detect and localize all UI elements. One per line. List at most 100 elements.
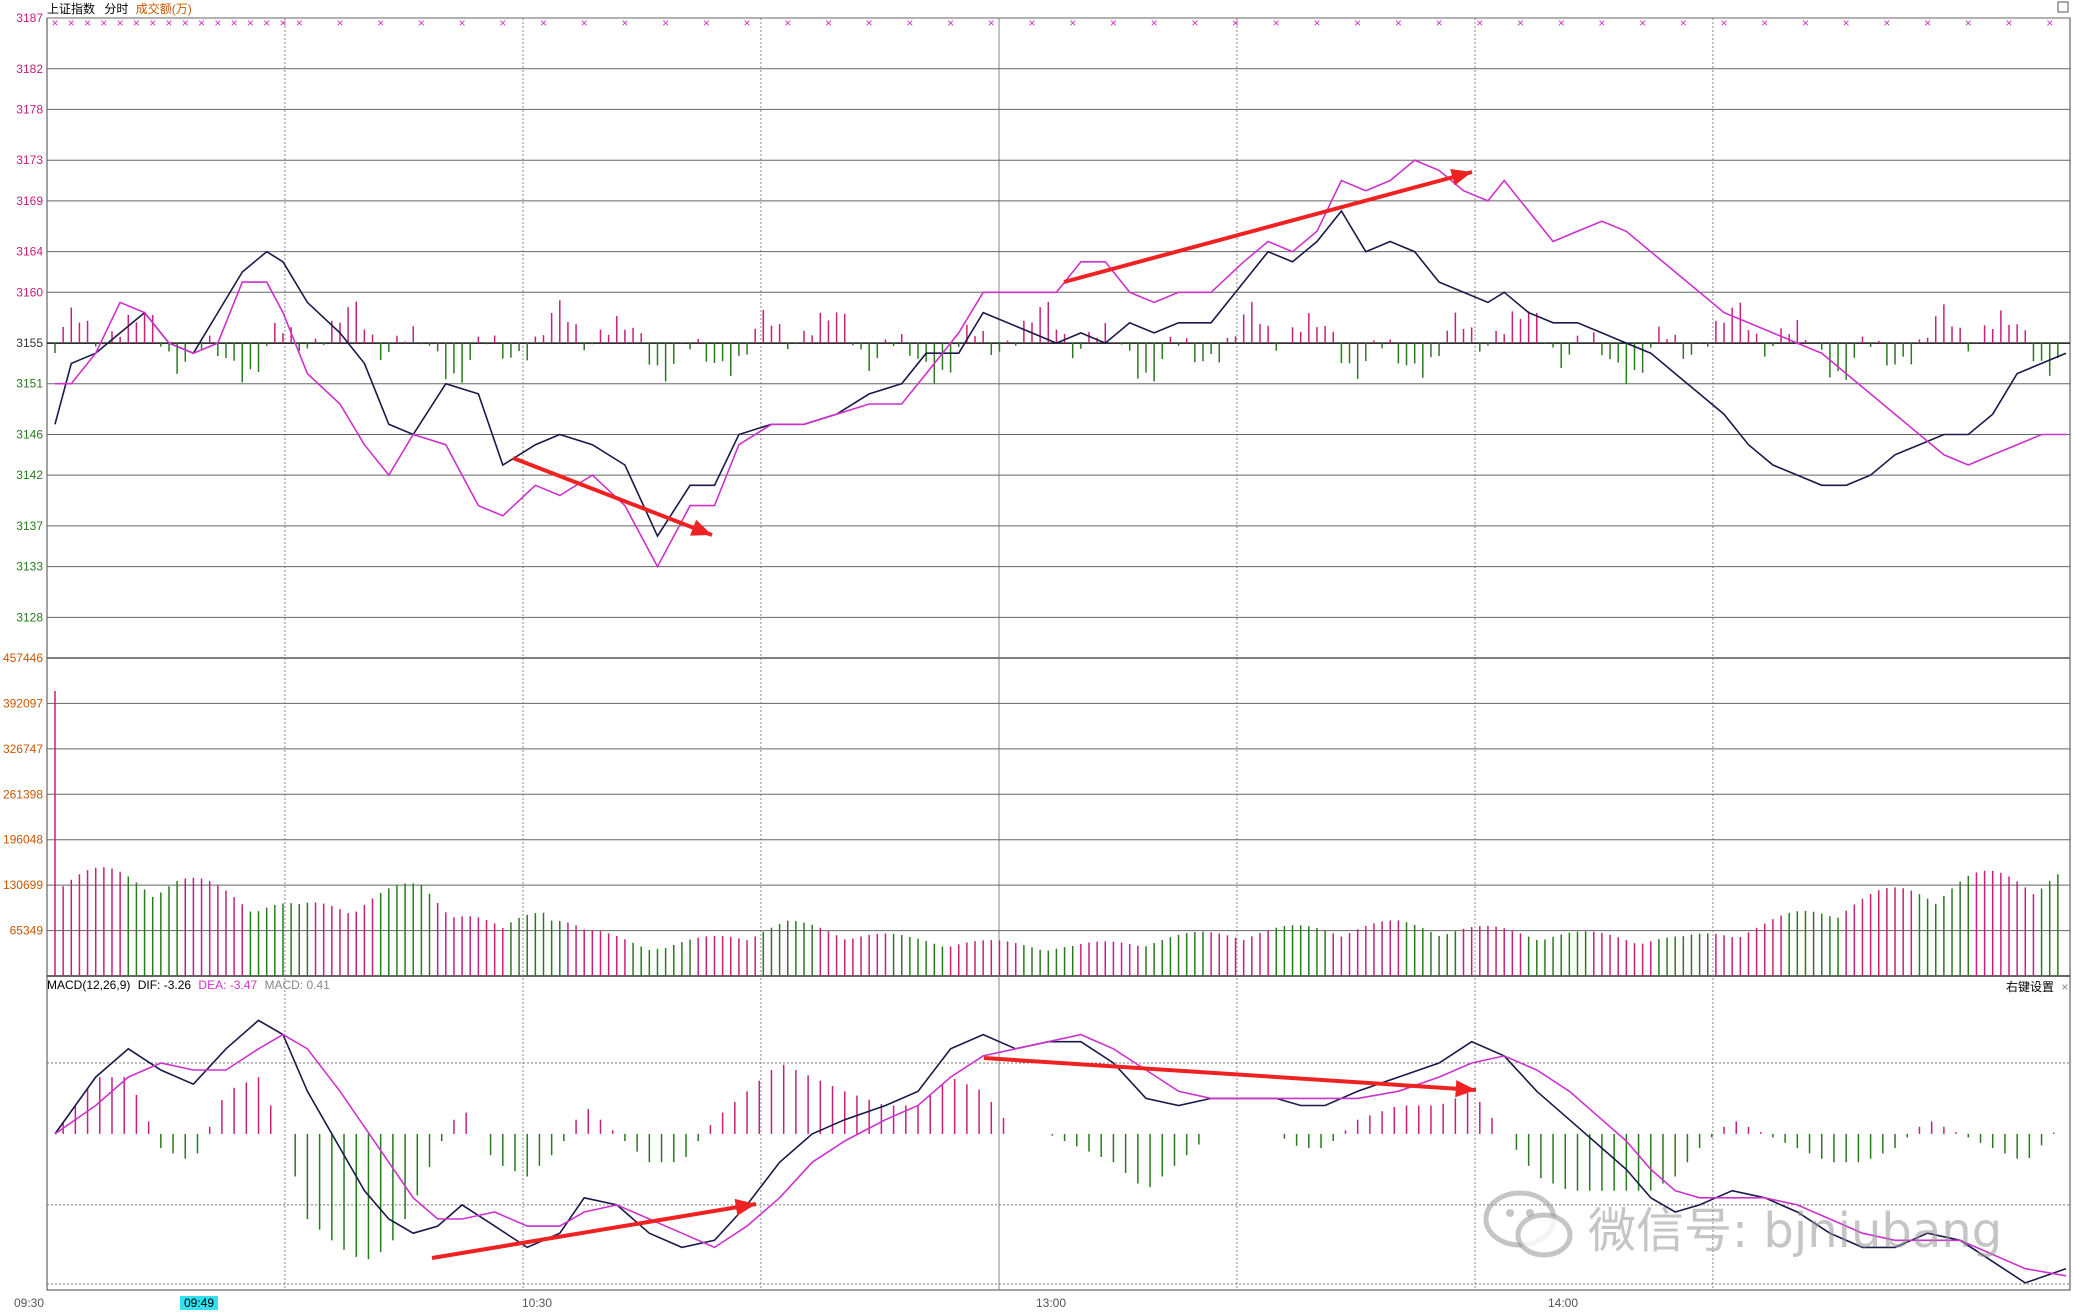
volume-tick-label: 392097 [3,696,43,710]
session-marker: × [68,16,75,30]
time-label-1300: 13:00 [1036,1296,1067,1310]
session-marker: × [866,16,873,30]
session-marker: × [336,16,343,30]
close-icon[interactable]: × [2061,980,2069,994]
session-marker: × [1680,16,1687,30]
wechat-logo-icon [1483,1190,1573,1258]
session-marker: × [1802,16,1809,30]
trend-arrow-down [512,456,713,537]
session-marker: × [296,16,303,30]
chart-frame [46,17,2071,1291]
price-tick-label: 3164 [16,245,43,259]
session-marker: × [540,16,547,30]
session-marker: × [1028,16,1035,30]
session-marker: × [263,16,270,30]
session-marker: × [1639,16,1646,30]
price-line [54,209,2067,538]
session-marker: × [1883,16,1890,30]
volume-tick-label: 326747 [3,742,43,756]
chart-header: 上证指数 分时 成交额(万) [47,0,192,17]
volume-tick-label: 130699 [3,878,43,892]
session-marker: × [988,16,995,30]
session-marker: × [117,16,124,30]
session-marker: × [744,16,751,30]
session-marker: × [1924,16,1931,30]
volume-tick-label: 65349 [10,924,44,938]
session-marker: × [214,16,221,30]
session-marker: × [703,16,710,30]
session-marker: × [418,16,425,30]
session-marker: × [1354,16,1361,30]
session-marker: × [825,16,832,30]
macd-dif: DIF: -3.26 [137,978,192,992]
index-name: 上证指数 [47,2,96,16]
trend-arrow-up [1063,170,1473,284]
session-marker: × [621,16,628,30]
price-tick-label: 3133 [16,560,43,574]
session-marker: × [1273,16,1280,30]
session-marker: × [182,16,189,30]
session-marker: × [1191,16,1198,30]
session-marker: × [1721,16,1728,30]
macd-dea: DEA: -3.47 [198,978,258,992]
session-marker: × [2046,16,2053,30]
right-click-setting[interactable]: 右键设置 [2006,980,2055,994]
volume-tick-label: 261398 [3,787,43,801]
macd-name: MACD(12,26,9) [47,978,131,992]
time-label-1400: 14:00 [1548,1296,1579,1310]
session-marker: × [1476,16,1483,30]
session-marker: × [100,16,107,30]
session-marker: × [1232,16,1239,30]
macd-arrow-up [431,1202,757,1260]
session-marker: × [947,16,954,30]
session-marker: × [784,16,791,30]
session-marker: × [2006,16,2013,30]
price-tick-label: 3155 [16,336,43,350]
session-marker: × [247,16,254,30]
session-marker: × [1965,16,1972,30]
price-tick-label: 3128 [16,610,43,624]
session-marker: × [1761,16,1768,30]
maximize-icon [2057,1,2069,13]
session-marker: × [1069,16,1076,30]
price-tick-label: 3169 [16,194,43,208]
session-marker: × [581,16,588,30]
session-marker: × [1313,16,1320,30]
session-marker: × [1843,16,1850,30]
session-marker: × [459,16,466,30]
price-tick-label: 3178 [16,102,43,116]
session-marker: × [51,16,58,30]
session-marker: × [1395,16,1402,30]
macd-header: MACD(12,26,9) DIF: -3.26 DEA: -3.47 MACD… [47,978,330,992]
session-marker: × [1110,16,1117,30]
session-marker: × [1517,16,1524,30]
macd-dea-line [54,1033,2067,1277]
volume-tick-label: 457446 [3,651,43,665]
time-label-1030: 10:30 [522,1296,553,1310]
session-marker: × [84,16,91,30]
trend-arrow-down-head [690,519,712,536]
session-marker: × [165,16,172,30]
session-marker: × [279,16,286,30]
session-marker: × [377,16,384,30]
volume-label: 成交额(万) [135,2,192,16]
watermark-text: 微信号: bjniubang [1588,1203,2003,1259]
session-marker: × [906,16,913,30]
time-cursor-badge: 09:49 [180,1296,219,1310]
trend-arrow-up-head [1450,169,1472,186]
macd-settings[interactable]: 右键设置 × [2006,978,2068,995]
price-tick-label: 3160 [16,285,43,299]
session-marker: × [1598,16,1605,30]
session-marker: × [198,16,205,30]
macd-arrow-right-head [1455,1080,1476,1098]
macd-arrow-up-head [734,1198,756,1216]
session-marker: × [149,16,156,30]
time-label-0930: 09:30 [14,1296,45,1310]
price-tick-label: 3187 [16,11,43,25]
session-marker: × [1151,16,1158,30]
session-marker: × [133,16,140,30]
mode-label: 分时 [104,2,129,16]
price-tick-label: 3173 [16,153,43,167]
macd-arrow-right [983,1056,1477,1092]
